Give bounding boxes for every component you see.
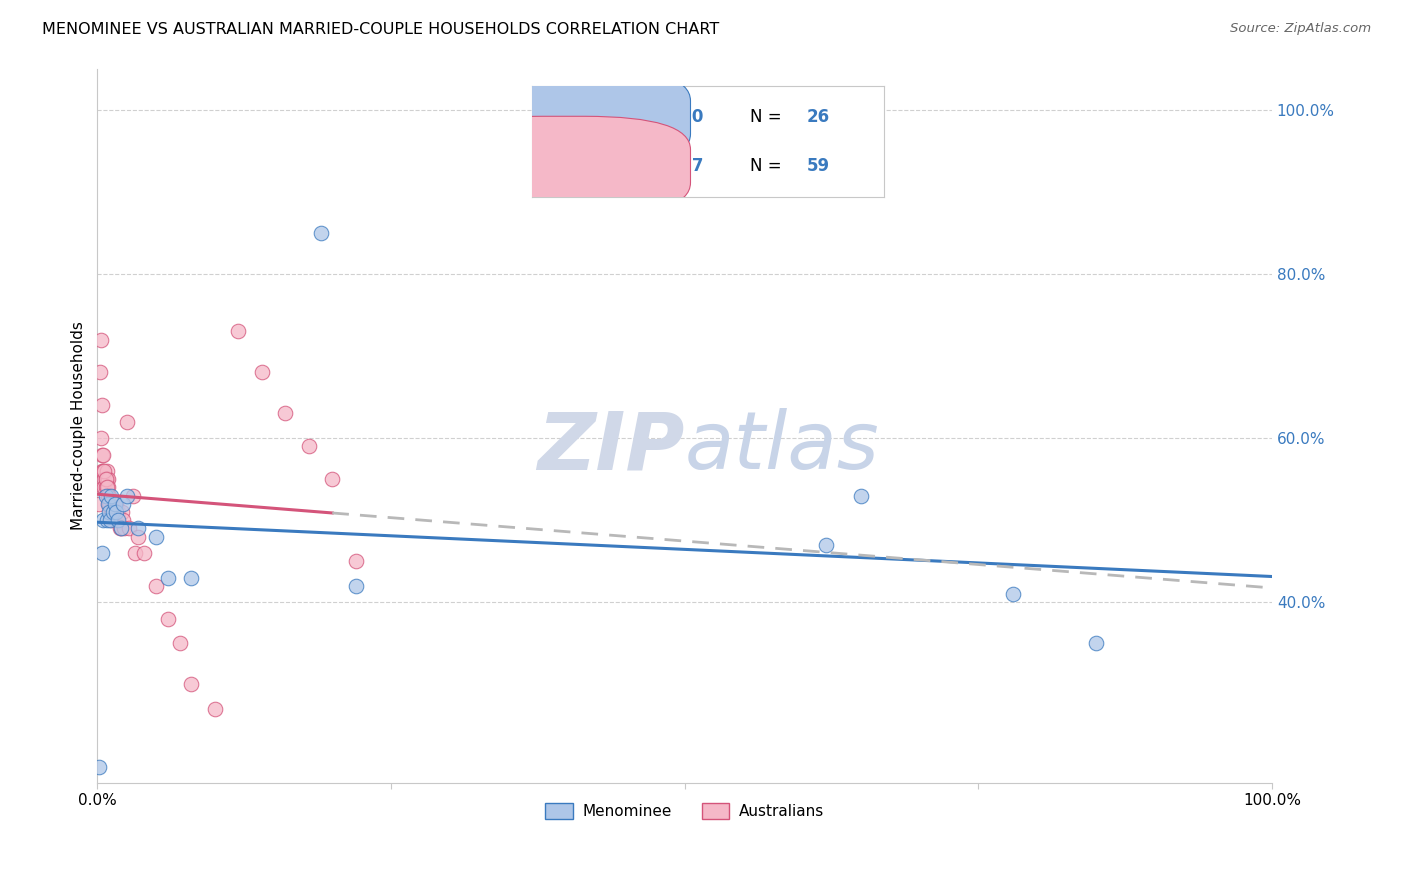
Point: [98, 497, 121, 511]
Y-axis label: Married-couple Households: Married-couple Households: [72, 321, 86, 530]
Point: [103, 497, 125, 511]
Point: [111, 505, 134, 519]
Point: [104, 497, 127, 511]
Point: [204, 702, 226, 716]
Point: [145, 530, 167, 544]
Point: [226, 324, 249, 338]
Point: [107, 505, 129, 519]
Point: [814, 538, 837, 552]
Point: [93, 464, 115, 478]
Point: [344, 579, 367, 593]
Point: [98, 497, 121, 511]
Point: [100, 489, 122, 503]
Point: [87, 497, 110, 511]
Point: [91, 546, 114, 560]
Point: [121, 489, 143, 503]
Point: [91, 448, 114, 462]
Point: [169, 636, 191, 650]
Point: [112, 513, 135, 527]
Text: Source: ZipAtlas.com: Source: ZipAtlas.com: [1230, 22, 1371, 36]
Point: [91, 448, 114, 462]
Point: [110, 521, 132, 535]
Point: [127, 521, 149, 535]
Point: [105, 513, 128, 527]
Point: [98, 505, 121, 519]
Point: [90, 333, 112, 347]
Text: atlas: atlas: [685, 409, 879, 486]
Point: [849, 489, 872, 503]
Point: [93, 480, 115, 494]
Point: [87, 759, 110, 773]
Point: [1002, 587, 1025, 601]
Point: [93, 472, 115, 486]
Point: [101, 497, 124, 511]
Point: [124, 546, 146, 560]
Point: [91, 464, 114, 478]
Point: [96, 480, 118, 494]
Point: [100, 505, 122, 519]
Point: [90, 431, 112, 445]
Point: [91, 513, 114, 527]
Point: [134, 546, 156, 560]
Point: [145, 579, 167, 593]
Point: [96, 464, 118, 478]
Point: [298, 439, 321, 453]
Point: [96, 513, 118, 527]
Point: [107, 513, 129, 527]
Point: [344, 554, 367, 568]
Point: [101, 505, 124, 519]
Point: [98, 489, 121, 503]
Point: [309, 226, 332, 240]
Point: [94, 480, 117, 494]
Point: [96, 472, 118, 486]
Point: [104, 505, 127, 519]
Point: [250, 365, 273, 379]
Point: [274, 407, 297, 421]
Point: [97, 480, 120, 494]
Point: [127, 530, 149, 544]
Point: [115, 415, 138, 429]
Point: [98, 497, 121, 511]
Point: [180, 677, 202, 691]
Point: [91, 464, 114, 478]
Point: [118, 521, 141, 535]
Point: [91, 480, 114, 494]
Text: ZIP: ZIP: [537, 409, 685, 486]
Point: [94, 472, 117, 486]
Point: [115, 489, 138, 503]
Point: [105, 505, 128, 519]
Point: [112, 497, 135, 511]
Point: [100, 513, 122, 527]
Point: [180, 571, 202, 585]
Point: [100, 505, 122, 519]
Point: [97, 497, 120, 511]
Point: [97, 489, 120, 503]
Legend: Menominee, Australians: Menominee, Australians: [540, 797, 830, 825]
Point: [94, 472, 117, 486]
Point: [156, 612, 179, 626]
Point: [105, 497, 128, 511]
Point: [89, 365, 111, 379]
Point: [91, 398, 114, 412]
Point: [108, 521, 131, 535]
Point: [98, 497, 121, 511]
Point: [104, 497, 127, 511]
Point: [110, 521, 132, 535]
Point: [156, 571, 179, 585]
Point: [94, 489, 117, 503]
Point: [321, 472, 343, 486]
Point: [98, 513, 121, 527]
Text: MENOMINEE VS AUSTRALIAN MARRIED-COUPLE HOUSEHOLDS CORRELATION CHART: MENOMINEE VS AUSTRALIAN MARRIED-COUPLE H…: [42, 22, 720, 37]
Point: [1084, 636, 1107, 650]
Point: [112, 521, 135, 535]
Point: [97, 472, 120, 486]
